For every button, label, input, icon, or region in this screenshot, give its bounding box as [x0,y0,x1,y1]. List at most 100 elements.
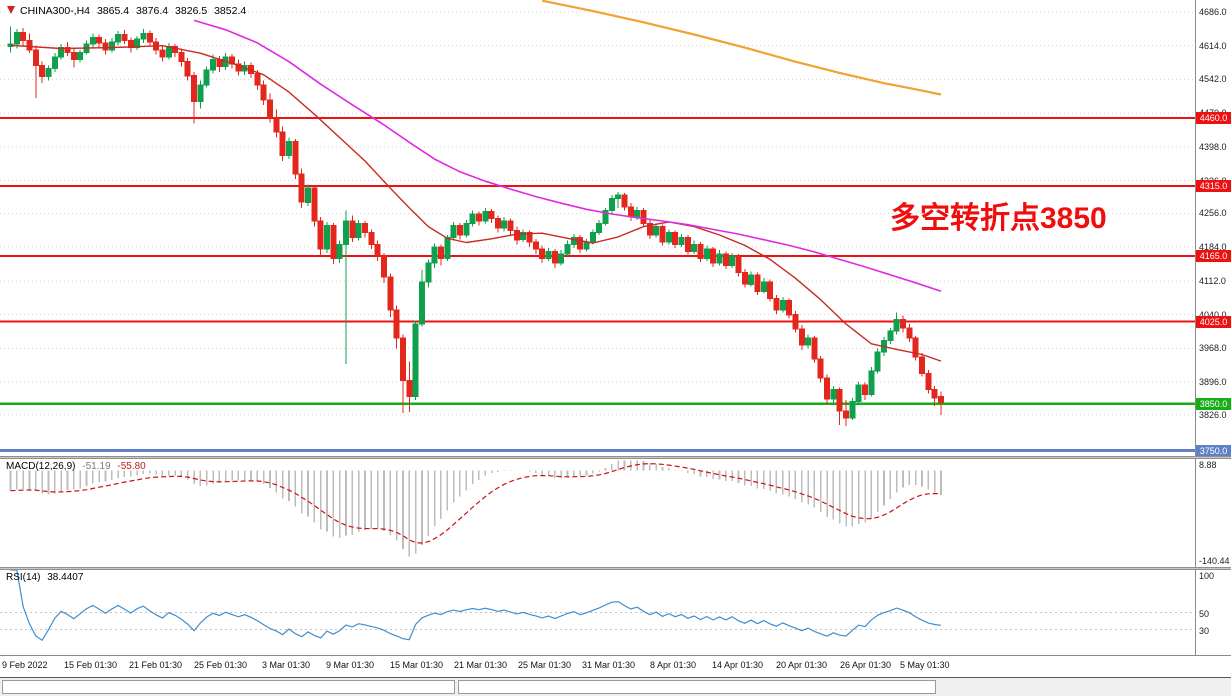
date-tick-label: 25 Mar 01:30 [518,660,572,670]
candle-body [292,140,299,175]
ma-slow-orange-line [541,0,942,96]
rsi-line [10,570,942,642]
candle-body [235,63,242,72]
price-tick-label: 4614.0 [1199,40,1227,51]
candle-body [254,72,261,86]
candle-body [621,194,628,208]
candle-body [146,33,153,43]
date-tick-label: 26 Apr 01:30 [840,660,892,670]
candle-body [697,243,704,259]
price-level-tag: 4315.0 [1196,179,1231,192]
candle-body [564,243,571,255]
candle-body [811,337,818,360]
candle-body [450,225,457,238]
candle-body [134,38,141,49]
symbol-period-label: CHINA300-,H4 [20,5,91,17]
candle-body [127,40,134,49]
candle-body [773,297,780,311]
candle-body [115,34,122,43]
candle-body [102,42,109,51]
candle-body [121,34,128,42]
candle-body [482,211,489,222]
price-tick-label: 4256.0 [1199,208,1227,219]
ma-fast-red-line [10,44,942,362]
candle-body [767,281,774,299]
candle-body [634,210,641,218]
candle-body [39,64,46,78]
price-tick-label: 4112.0 [1199,275,1226,286]
date-tick-label: 5 May 01:30 [900,660,950,670]
candle-body [741,272,748,285]
candle-body [387,276,394,311]
ohlc-low: 3826.5 [175,5,208,17]
candle-body [393,309,400,339]
candle-body [412,323,419,398]
date-tick-label: 14 Apr 01:30 [712,660,764,670]
candle-body [551,251,558,264]
rsi-indicator-canvas[interactable] [0,570,1195,655]
date-tick-label: 8 Apr 01:30 [650,660,697,670]
candle-body [501,220,508,229]
macd-label: MACD(12,26,9) -51.19 -55.80 [6,461,146,472]
candle-body [855,384,862,402]
price-level-tag: 4025.0 [1196,315,1231,328]
candle-body [305,187,311,203]
candle-body [184,61,191,77]
candle-body [463,222,470,236]
candle-body [836,389,843,412]
candle-body [374,243,381,257]
candle-body [912,337,919,358]
candle-body [159,49,166,58]
candle-body [311,187,318,222]
macd-signal-line [10,463,942,544]
candle-body [931,389,938,399]
candle-body [862,384,868,395]
candle-body [520,232,527,241]
candle-body [640,210,647,224]
symbol-marker-icon [7,6,15,14]
candle-body [45,68,52,78]
bottom-field-2[interactable] [458,680,936,694]
panel-splitter-macd[interactable] [0,456,1231,459]
rsi-name: RSI(14) [6,572,41,583]
candle-body [488,211,495,220]
candle-body [678,236,685,245]
candle-body [805,337,812,346]
candle-body [589,232,596,243]
time-axis[interactable]: 9 Feb 2022 15 Feb 01:30 21 Feb 01:30 25 Feb… [0,656,1231,677]
candle-body [77,51,84,60]
price-tick-label: 3896.0 [1199,377,1227,388]
ohlc-open: 3865.4 [96,5,130,17]
candle-body [754,274,761,292]
date-tick-label: 25 Feb 01:30 [194,660,248,670]
price-level-tag: 3750.0 [1196,444,1231,457]
candle-body [596,222,603,234]
candle-body [792,314,799,330]
candle-body [817,358,824,379]
candle-body [400,337,406,381]
price-tick-label: 4184.0 [1199,242,1227,253]
candle-body [893,318,900,332]
candle-body [786,300,793,316]
date-tick-label: 21 Feb 01:30 [129,660,183,670]
candle-body [532,241,539,250]
candle-body [58,47,65,58]
candle-body [843,410,850,419]
candle-body [418,281,425,325]
candle-body [849,400,856,419]
bottom-field-1[interactable] [2,680,455,694]
candle-body [140,33,147,40]
panel-splitter-rsi[interactable] [0,567,1231,570]
time-axis-separator [0,655,1231,656]
candle-body [691,243,698,252]
price-level-tag: 3850.0 [1196,397,1231,410]
candle-body [431,246,438,264]
candle-body [381,255,387,278]
candle-body [203,69,210,86]
price-chart-canvas[interactable] [0,0,1195,457]
candle-body [716,253,723,264]
price-axis[interactable]: 4686.04614.04542.04470.04398.04326.04256… [1195,0,1231,656]
candle-body [494,218,501,229]
macd-indicator-canvas[interactable] [0,459,1195,567]
